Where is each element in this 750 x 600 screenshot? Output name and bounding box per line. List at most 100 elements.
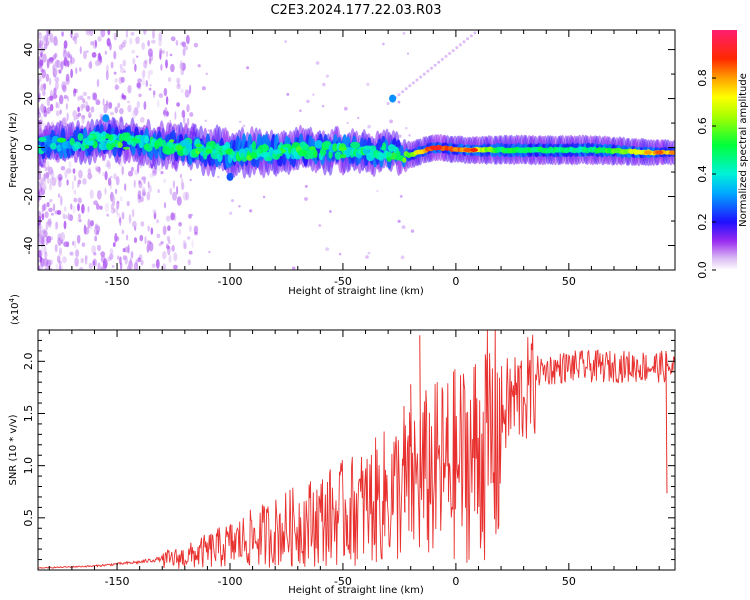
spectrogram-noise	[94, 165, 100, 172]
spectrogram-blob	[350, 141, 361, 149]
spectrogram-noise	[73, 240, 77, 249]
snr-xlabel: Height of straight line (km)	[288, 585, 424, 596]
spectrogram-noise	[114, 232, 118, 243]
spectrogram-noise	[41, 54, 46, 61]
spectrogram-noise	[113, 50, 117, 60]
spectrogram-noise	[122, 248, 126, 253]
spectrogram-noise	[121, 41, 126, 48]
spectrogram-noise	[83, 224, 87, 235]
spectrogram-noise	[149, 172, 154, 178]
spectrogram-streak	[415, 78, 419, 82]
spectrogram-noise	[120, 67, 125, 74]
spectrogram-noise	[50, 212, 54, 216]
spectrogram-noise	[151, 263, 156, 268]
spectrogram-noise	[162, 225, 167, 236]
spectrogram-noise	[54, 53, 57, 60]
spectrogram-noise	[102, 258, 108, 269]
spectrogram-noise	[325, 247, 330, 252]
spectrogram-noise	[143, 101, 147, 110]
spectrogram-noise	[52, 65, 55, 73]
spectrogram-streak	[458, 43, 462, 47]
spectrogram-blob	[362, 145, 373, 150]
spectrogram-noise	[152, 209, 157, 215]
spectrogram-noise	[97, 52, 100, 63]
spectrogram-blob	[97, 138, 107, 143]
spectrogram-ytick-label: -40	[22, 237, 35, 255]
spectrogram-noise	[38, 93, 41, 100]
spectrogram-noise	[153, 211, 157, 220]
spectrogram-xtick-label: -150	[105, 275, 130, 288]
spectrogram-noise	[48, 183, 53, 191]
spectrogram-noise	[50, 169, 55, 180]
spectrogram-noise	[61, 60, 64, 64]
snr-ytick-label: 1.0	[22, 457, 35, 475]
spectrogram-noise	[52, 92, 57, 100]
spectrogram-noise	[100, 30, 106, 38]
spectrogram-streak	[397, 93, 401, 97]
spectrogram-noise	[408, 134, 411, 137]
spectrogram-noise	[134, 169, 139, 176]
spectrogram-noise	[304, 197, 308, 201]
spectrogram-noise	[116, 212, 121, 218]
spectrogram-noise	[66, 112, 69, 122]
spectrogram-noise	[70, 68, 73, 79]
spectrogram-noise	[65, 103, 68, 110]
spectrogram-noise	[47, 165, 50, 172]
spectrogram-noise	[142, 192, 147, 196]
spectrogram-noise	[40, 176, 44, 187]
snr-exponent-base: (x10	[10, 302, 21, 325]
spectrogram-noise	[48, 259, 54, 266]
spectrogram-noise	[127, 84, 132, 94]
spectrogram-noise	[67, 212, 70, 221]
spectrogram-noise	[57, 237, 62, 247]
spectrogram-noise	[94, 60, 100, 67]
spectrogram-noise	[73, 189, 77, 195]
spectrogram-noise	[54, 221, 58, 230]
snr-xtick-label: -150	[105, 575, 130, 588]
spectrogram-noise	[41, 69, 46, 79]
spectrogram-noise	[132, 220, 137, 228]
spectrogram-noise	[136, 82, 141, 89]
spectrogram-noise	[40, 247, 44, 257]
spectrogram-blob	[297, 149, 308, 157]
spectrogram-noise	[145, 80, 148, 87]
spectrogram-blob	[252, 149, 261, 154]
spectrogram-blob	[197, 147, 205, 152]
spectrogram-feature	[102, 114, 110, 123]
spectrogram-noise	[75, 67, 78, 75]
spectrogram-noise	[40, 234, 44, 245]
spectrogram-noise	[57, 193, 61, 198]
spectrogram-noise	[189, 84, 192, 95]
spectrogram-noise	[304, 184, 308, 188]
spectrogram-noise	[217, 175, 220, 179]
snr-ylabel: SNR (10 * v/v)	[8, 414, 19, 485]
spectrogram-noise	[315, 61, 320, 65]
spectrogram-noise	[168, 254, 172, 263]
spectrogram-noise	[97, 262, 101, 270]
spectrogram-noise	[104, 170, 108, 181]
spectrogram-blob	[195, 143, 203, 148]
spectrogram-noise	[102, 98, 105, 106]
spectrogram-noise	[63, 57, 68, 67]
spectrogram-noise	[397, 219, 401, 223]
spectrogram-streak	[430, 66, 433, 70]
spectrogram-noise	[155, 259, 160, 269]
spectrogram-noise	[176, 196, 182, 206]
snr-panel: -150 -100 -50 0 50 0.5 1.0 1.5 2.0 Height of str…	[8, 294, 676, 596]
spectrogram-noise	[93, 252, 97, 256]
spectrogram-noise	[46, 59, 50, 69]
spectrogram-noise	[113, 32, 118, 41]
spectrogram-hotspot	[463, 148, 472, 152]
spectrogram-noise	[59, 94, 64, 105]
spectrogram-noise	[142, 189, 146, 197]
spectrogram-noise	[122, 39, 127, 45]
spectrogram-noise	[47, 177, 50, 184]
spectrogram-noise	[104, 50, 108, 55]
spectrogram-noise	[94, 235, 98, 242]
spectrogram-hotspot	[643, 150, 652, 155]
spectrogram-ridge-cell	[402, 157, 407, 163]
spectrogram-noise	[190, 213, 193, 217]
spectrogram-streak	[440, 57, 444, 61]
spectrogram-blob	[166, 141, 174, 148]
